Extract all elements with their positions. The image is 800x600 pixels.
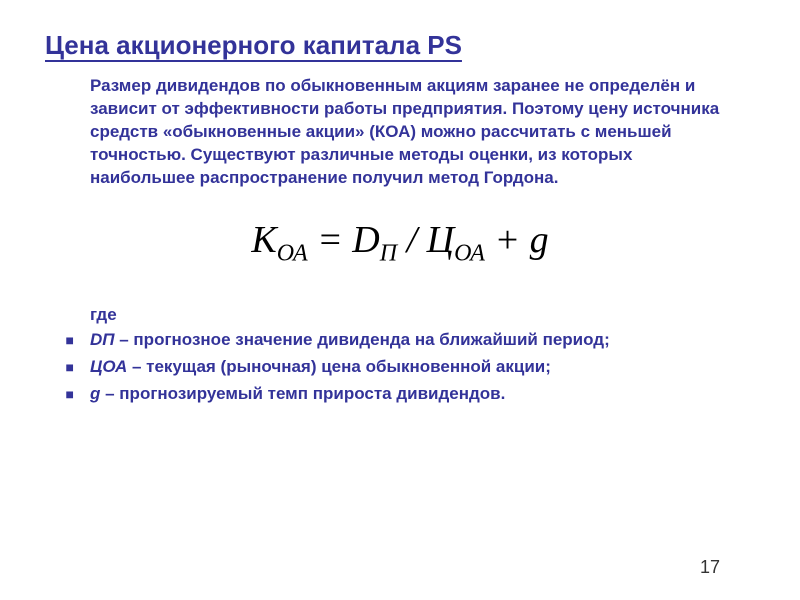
formula-C: Ц — [427, 219, 454, 261]
definition-desc: – прогнозируемый темп прироста дивидендо… — [100, 384, 505, 403]
slide-container: Цена акционерного капитала PS Размер див… — [0, 0, 800, 430]
definition-row: ■ g – прогнозируемый темп прироста дивид… — [90, 383, 725, 406]
formula-plus: + — [485, 219, 530, 261]
definition-text: DП – прогнозное значение дивиденда на бл… — [90, 329, 610, 352]
formula-div: / — [397, 219, 427, 261]
definition-text: ЦОА – текущая (рыночная) цена обыкновенн… — [90, 356, 551, 379]
definition-desc: – текущая (рыночная) цена обыкновенной а… — [127, 357, 551, 376]
slide-title: Цена акционерного капитала PS — [45, 30, 755, 61]
bullet-icon: ■ — [56, 359, 90, 375]
bullet-icon: ■ — [56, 332, 90, 348]
gordon-formula: KОА = DП / ЦОА + g — [45, 218, 755, 268]
definition-term: g — [90, 384, 100, 403]
page-number: 17 — [700, 557, 720, 578]
bullet-icon: ■ — [56, 386, 90, 402]
definition-desc: – прогнозное значение дивиденда на ближа… — [115, 330, 610, 349]
formula-eq: = — [308, 219, 353, 261]
where-label: где — [90, 305, 725, 325]
definition-term: DП — [90, 330, 115, 349]
definitions-block: где ■ DП – прогнозное значение дивиденда… — [90, 305, 725, 406]
formula-K: K — [251, 219, 276, 261]
definition-row: ■ ЦОА – текущая (рыночная) цена обыкнове… — [90, 356, 725, 379]
definition-term: ЦОА — [90, 357, 127, 376]
formula-g: g — [530, 219, 549, 261]
formula-C-sub: ОА — [454, 240, 485, 266]
body-paragraph: Размер дивидендов по обыкновенным акциям… — [90, 75, 725, 190]
formula-D: D — [352, 219, 379, 261]
definition-row: ■ DП – прогнозное значение дивиденда на … — [90, 329, 725, 352]
definition-text: g – прогнозируемый темп прироста дивиден… — [90, 383, 505, 406]
formula-D-sub: П — [380, 240, 397, 266]
formula-K-sub: ОА — [277, 240, 308, 266]
